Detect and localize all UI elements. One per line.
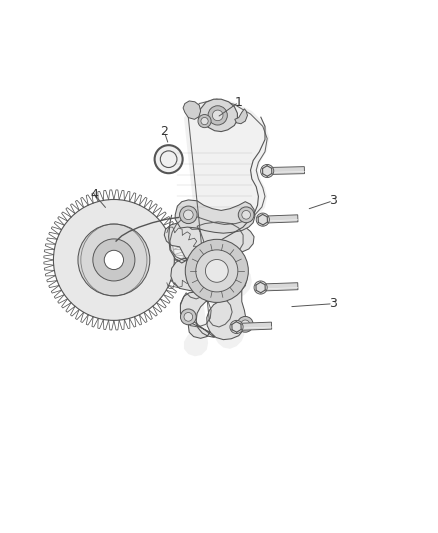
- Circle shape: [242, 211, 251, 219]
- Polygon shape: [267, 167, 304, 174]
- Circle shape: [196, 250, 238, 292]
- Polygon shape: [235, 109, 247, 124]
- Text: 3: 3: [329, 297, 337, 310]
- Circle shape: [180, 206, 197, 223]
- Polygon shape: [198, 99, 237, 132]
- Circle shape: [185, 239, 248, 302]
- Circle shape: [201, 117, 208, 125]
- Circle shape: [261, 165, 274, 177]
- Circle shape: [184, 210, 193, 220]
- Text: 2: 2: [160, 125, 168, 138]
- Text: 4: 4: [90, 188, 98, 201]
- Circle shape: [254, 281, 267, 294]
- Text: 3: 3: [329, 195, 337, 207]
- Text: 1: 1: [235, 96, 243, 109]
- Circle shape: [205, 260, 228, 282]
- Circle shape: [78, 224, 150, 296]
- Circle shape: [155, 145, 183, 173]
- Polygon shape: [164, 223, 254, 340]
- Polygon shape: [263, 215, 298, 223]
- Polygon shape: [175, 200, 255, 233]
- Circle shape: [184, 312, 193, 321]
- Circle shape: [198, 115, 211, 128]
- Polygon shape: [183, 101, 201, 119]
- Circle shape: [180, 309, 196, 325]
- Circle shape: [212, 110, 223, 120]
- Circle shape: [104, 251, 124, 270]
- Circle shape: [256, 213, 269, 226]
- Circle shape: [230, 320, 243, 334]
- Polygon shape: [261, 282, 298, 291]
- Polygon shape: [237, 322, 272, 330]
- Circle shape: [238, 207, 254, 223]
- Circle shape: [53, 199, 174, 320]
- Circle shape: [93, 239, 135, 281]
- Circle shape: [237, 317, 253, 332]
- Circle shape: [241, 320, 250, 329]
- Circle shape: [208, 106, 227, 125]
- Polygon shape: [169, 98, 269, 356]
